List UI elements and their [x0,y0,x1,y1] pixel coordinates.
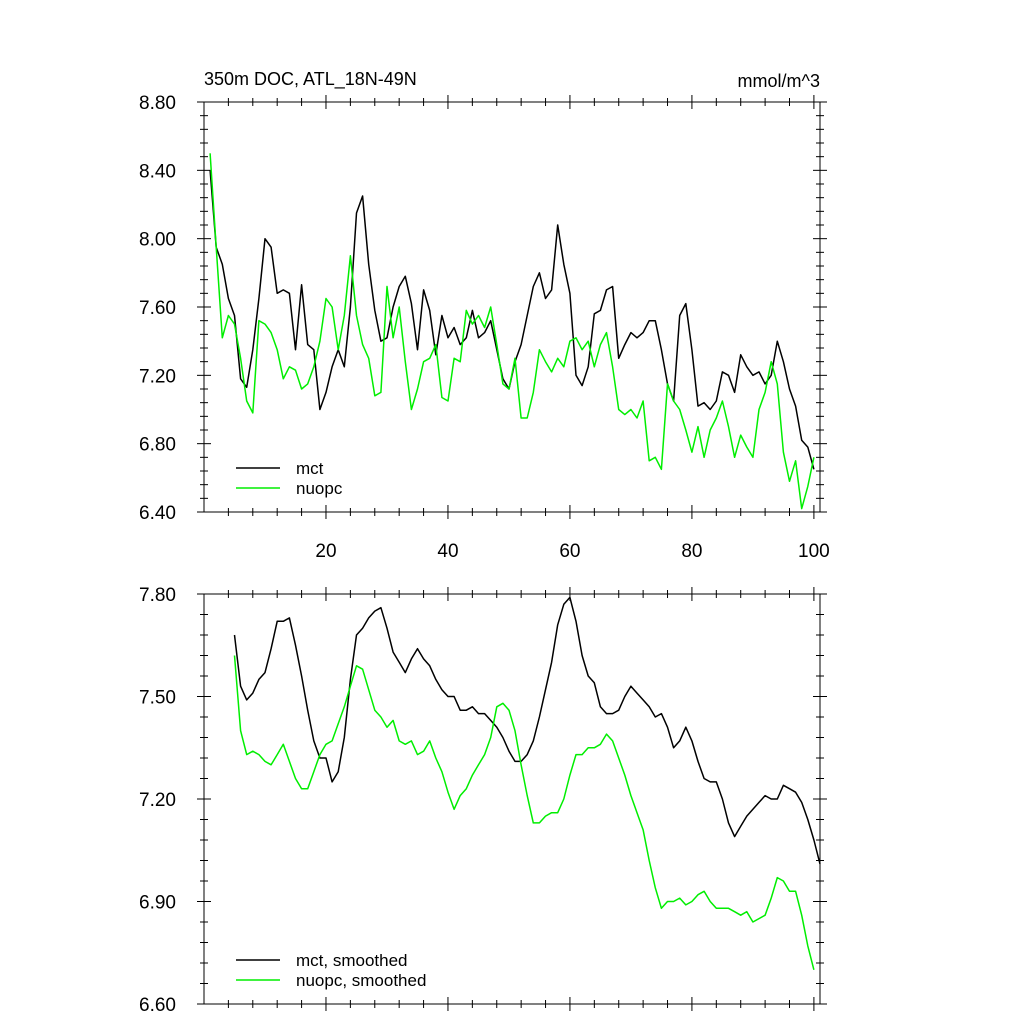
y-tick-label: 8.00 [139,230,176,251]
plot-frame [203,593,821,1005]
y-tick-label: 7.80 [139,585,176,606]
panel-top: 350m DOC, ATL_18N-49N mmol/m^3 6.40 6.80 7… [139,69,830,562]
y-tick-label: 7.20 [139,366,176,387]
x-tick-label: 100 [798,541,830,562]
tick-labels: 6.40 6.80 7.20 7.60 8.00 8.40 8.80 20 40 60 80 100 [139,93,830,562]
plot-frame [203,101,821,513]
y-tick-label: 7.20 [139,790,176,811]
series-line-mct [209,170,815,470]
y-tick-label: 6.60 [139,995,176,1016]
y-tick-label: 6.40 [139,503,176,524]
tick-labels: 6.60 6.90 7.20 7.50 7.80 [139,585,176,1016]
y-tick-label: 7.60 [139,298,176,319]
series-lines [209,153,815,510]
x-tick-label: 80 [681,541,702,562]
series-line-mct-smoothed [233,596,821,865]
series-lines [233,596,821,970]
tick-marks [197,95,827,519]
tick-marks [197,587,827,1011]
units-label: mmol/m^3 [738,71,820,91]
x-tick-label: 20 [315,541,336,562]
y-tick-label: 7.50 [139,688,176,709]
series-line-nuopc [209,153,815,510]
x-tick-label: 40 [437,541,458,562]
y-tick-label: 6.90 [139,893,176,914]
series-line-nuopc-smoothed [233,655,815,970]
y-tick-label: 8.40 [139,161,176,182]
legend-label: nuopc, smoothed [296,971,426,990]
legend-label: mct [296,459,324,478]
legend-label: mct, smoothed [296,951,408,970]
legend-label: nuopc [296,479,343,498]
panel-bottom: 6.60 6.90 7.20 7.50 7.80 mct, smoothednuopc,… [139,585,827,1016]
y-tick-label: 6.80 [139,435,176,456]
x-tick-label: 60 [559,541,580,562]
y-tick-label: 8.80 [139,93,176,114]
panel-title: 350m DOC, ATL_18N-49N [204,69,417,90]
